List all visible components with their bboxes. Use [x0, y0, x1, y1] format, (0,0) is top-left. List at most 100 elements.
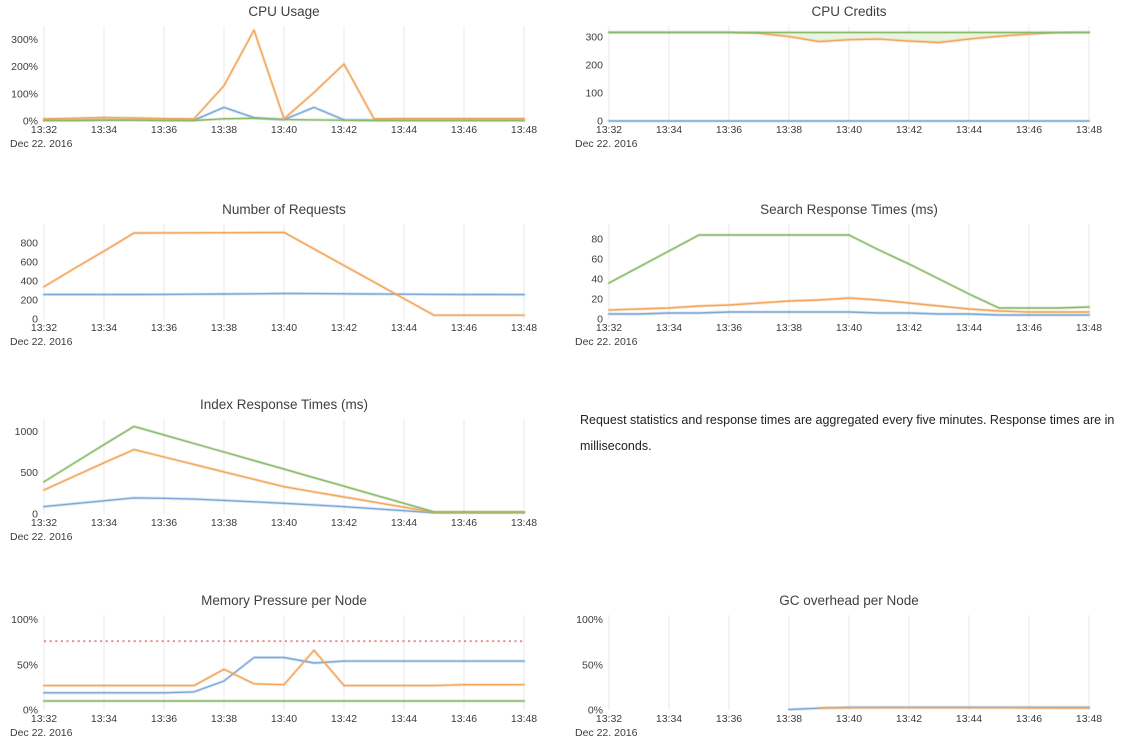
y-tick-label: 500 [20, 467, 38, 479]
y-tick-label: 300% [11, 34, 38, 46]
chart-cell-search-response-times: 0 20 40 60 80 13:32 13:34 13:36 13:38 13:40 13:42 1… [565, 190, 1131, 385]
chart-title: Search Response Times (ms) [760, 202, 938, 217]
x-tick-label: 13:42 [331, 124, 357, 136]
x-tick-label: 13:46 [1016, 124, 1042, 136]
series-line-blue [43, 292, 525, 296]
x-tick-label: 13:34 [656, 124, 682, 136]
chart-search-response-times: 0 20 40 60 80 13:32 13:34 13:36 13:38 13:40 13:42 1… [575, 202, 1102, 348]
series-line-green [608, 234, 1090, 309]
x-tick-label: 13:48 [1076, 124, 1102, 136]
x-tick-label: 13:40 [271, 517, 297, 529]
x-tick-label: 13:46 [1016, 322, 1042, 334]
x-tick-label: 13:48 [1076, 322, 1102, 334]
x-tick-label: 13:34 [91, 517, 117, 529]
x-tick-label: 13:40 [271, 124, 297, 136]
x-tick-label: 13:34 [91, 713, 117, 725]
y-tick-label: 100 [585, 88, 603, 100]
x-tick-label: 13:32 [31, 322, 57, 334]
chart-index-response-times: 0 500 1000 13:32 13:34 13:36 13:38 13:40 13:42 13… [10, 397, 537, 543]
x-axis-date-label: Dec 22. 2016 [10, 727, 73, 739]
y-tick-label: 300 [585, 32, 603, 44]
y-tick-label: 0 [597, 116, 603, 128]
note-text: Request statistics and response times ar… [580, 413, 1115, 453]
x-axis-date-label: Dec 22. 2016 [575, 727, 638, 739]
x-tick-label: 13:44 [956, 322, 982, 334]
chart-cell-gc-overhead: 0% 50% 100% 13:32 13:34 13:36 13:38 13:40 13:42 1… [565, 580, 1131, 741]
x-tick-label: 13:44 [956, 124, 982, 136]
x-tick-label: 13:38 [776, 322, 802, 334]
x-tick-label: 13:46 [1016, 713, 1042, 725]
x-axis-date-label: Dec 22. 2016 [10, 138, 73, 150]
chart-title: Memory Pressure per Node [201, 593, 367, 608]
x-tick-label: 13:32 [596, 713, 622, 725]
y-tick-label: 200 [20, 295, 38, 307]
y-tick-label: 40 [591, 274, 603, 286]
x-axis-date-label: Dec 22. 2016 [10, 531, 73, 543]
series-line-green [43, 425, 525, 513]
y-tick-label: 0% [23, 116, 38, 128]
y-tick-label: 0% [23, 705, 38, 717]
x-tick-label: 13:42 [896, 322, 922, 334]
y-tick-label: 50% [17, 659, 38, 671]
x-tick-label: 13:40 [271, 713, 297, 725]
x-tick-label: 13:42 [896, 124, 922, 136]
y-tick-label: 200 [585, 60, 603, 72]
x-tick-label: 13:48 [511, 517, 537, 529]
x-tick-label: 13:34 [91, 124, 117, 136]
x-tick-label: 13:36 [151, 713, 177, 725]
x-tick-label: 13:44 [391, 124, 417, 136]
y-tick-label: 60 [591, 254, 603, 266]
x-tick-label: 13:42 [331, 517, 357, 529]
x-tick-label: 13:46 [451, 322, 477, 334]
y-tick-label: 50% [582, 659, 603, 671]
x-tick-label: 13:36 [716, 124, 742, 136]
x-tick-label: 13:32 [596, 322, 622, 334]
series-fill [609, 32, 1089, 43]
x-tick-label: 13:46 [451, 713, 477, 725]
x-tick-label: 13:36 [151, 517, 177, 529]
x-tick-label: 13:38 [211, 517, 237, 529]
x-tick-label: 13:38 [211, 322, 237, 334]
y-tick-label: 20 [591, 294, 603, 306]
x-tick-label: 13:38 [776, 124, 802, 136]
x-tick-label: 13:32 [31, 713, 57, 725]
x-axis-date-label: Dec 22. 2016 [575, 138, 638, 150]
x-tick-label: 13:40 [836, 322, 862, 334]
x-tick-label: 13:40 [271, 322, 297, 334]
chart-memory-pressure: 0% 50% 100% 13:32 13:34 13:36 13:38 13:40 13:42 1… [10, 593, 537, 739]
x-tick-label: 13:42 [896, 713, 922, 725]
x-tick-label: 13:48 [1076, 713, 1102, 725]
x-axis-date-label: Dec 22. 2016 [10, 336, 73, 348]
y-tick-label: 80 [591, 234, 603, 246]
chart-title: CPU Credits [811, 4, 886, 19]
y-tick-label: 100% [576, 614, 603, 626]
x-tick-label: 13:46 [451, 517, 477, 529]
chart-cpu-usage: 0% 100% 200% 300% 13:32 13:34 13:36 13:38 13:40 1… [10, 4, 537, 150]
x-tick-label: 13:44 [391, 322, 417, 334]
x-tick-label: 13:48 [511, 713, 537, 725]
y-tick-label: 200% [11, 61, 38, 73]
x-tick-label: 13:34 [91, 322, 117, 334]
x-tick-label: 13:38 [211, 713, 237, 725]
y-tick-label: 1000 [15, 426, 39, 438]
y-tick-label: 800 [20, 238, 38, 250]
chart-gc-overhead: 0% 50% 100% 13:32 13:34 13:36 13:38 13:40 13:42 1… [575, 593, 1102, 739]
chart-cell-number-of-requests: 0 200 400 600 800 13:32 13:34 13:36 13:38 13:40 13… [0, 190, 565, 385]
x-tick-label: 13:40 [836, 713, 862, 725]
chart-cpu-credits: 0 100 200 300 13:32 13:34 13:36 13:38 13:40 13:42… [575, 4, 1102, 150]
x-tick-label: 13:44 [956, 713, 982, 725]
x-tick-label: 13:32 [31, 517, 57, 529]
x-tick-label: 13:38 [776, 713, 802, 725]
series-line-blue [43, 656, 525, 694]
chart-cell-memory-pressure: 0% 50% 100% 13:32 13:34 13:36 13:38 13:40 13:42 1… [0, 580, 565, 741]
chart-cell-cpu-credits: 0 100 200 300 13:32 13:34 13:36 13:38 13:40 13:42… [565, 0, 1131, 190]
y-tick-label: 600 [20, 257, 38, 269]
y-tick-label: 0% [588, 705, 603, 717]
x-tick-label: 13:38 [211, 124, 237, 136]
x-tick-label: 13:42 [331, 713, 357, 725]
x-tick-label: 13:42 [331, 322, 357, 334]
series-line-green [43, 117, 525, 122]
x-tick-label: 13:36 [151, 322, 177, 334]
chart-title: CPU Usage [248, 4, 319, 19]
chart-title: Number of Requests [222, 202, 346, 217]
